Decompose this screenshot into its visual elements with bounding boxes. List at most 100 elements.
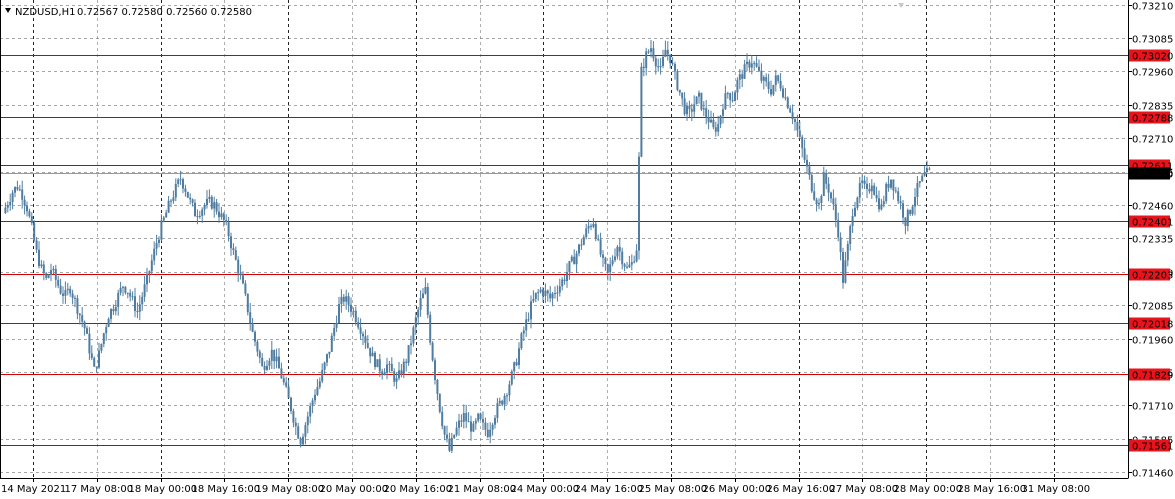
candle-body	[462, 412, 465, 422]
candle-body	[333, 327, 336, 336]
candle-body	[906, 209, 909, 226]
candle-body	[38, 249, 40, 267]
price-tick-label: 0.73210	[1132, 2, 1173, 13]
candle-body	[328, 351, 331, 355]
price-tick-label: 0.72085	[1132, 302, 1173, 313]
candle-body	[314, 394, 316, 401]
candle-body	[604, 257, 607, 265]
candle-body	[251, 323, 254, 332]
candle-body	[717, 124, 720, 132]
candle-body	[194, 202, 196, 217]
candle-body	[340, 296, 343, 305]
candle-body	[899, 201, 902, 204]
candle-body	[734, 92, 736, 102]
candle-body	[861, 180, 864, 184]
candle-body	[688, 105, 691, 110]
candle-body	[635, 250, 638, 262]
candle-body	[544, 290, 547, 297]
candle-body	[683, 98, 686, 115]
candle-body	[14, 187, 16, 193]
candle-body	[484, 422, 487, 430]
candle-body	[616, 246, 619, 257]
candle-body	[738, 74, 741, 80]
level-price-tag	[1129, 215, 1170, 228]
candle-body	[724, 93, 727, 110]
candle-body	[590, 225, 592, 227]
candle-body	[424, 286, 427, 294]
candle-body	[158, 239, 160, 244]
candle-body	[326, 354, 328, 363]
price-axis[interactable]: 0.73210 0.73085 0.72960 0.72835 0.72710 0.725…	[1128, 2, 1173, 480]
candle-body	[726, 93, 729, 95]
candle-body	[227, 222, 230, 237]
candle-body	[455, 427, 458, 435]
candle-body	[578, 244, 580, 254]
candle-body	[489, 429, 492, 437]
candle-body	[359, 327, 362, 334]
candle-body	[244, 283, 247, 294]
candle-body	[818, 202, 820, 205]
time-tick-label: 27 May 08:00	[830, 484, 899, 495]
candle-body	[9, 201, 12, 206]
chart-shift-marker-icon[interactable]	[898, 3, 904, 8]
candle-body	[18, 189, 21, 191]
candle-body	[86, 328, 88, 334]
candle-body	[856, 197, 859, 208]
candle-body	[100, 343, 103, 351]
candle-body	[330, 335, 333, 352]
candle-body	[695, 96, 698, 105]
candle-body	[501, 400, 504, 405]
candle-body	[923, 172, 926, 176]
candle-body	[350, 304, 352, 312]
candle-body	[597, 238, 600, 240]
candle-body	[515, 362, 518, 366]
candle-body	[126, 292, 129, 294]
candle-body	[57, 279, 60, 286]
candle-body	[304, 425, 307, 437]
candle-body	[107, 318, 110, 328]
candle-body	[568, 261, 571, 273]
candle-body	[364, 336, 367, 343]
candle-body	[854, 207, 856, 217]
candle-body	[239, 273, 242, 276]
candle-body	[189, 197, 192, 200]
candle-body	[702, 108, 705, 110]
candle-body	[678, 89, 681, 93]
candle-body	[388, 363, 391, 365]
candle-body	[318, 381, 321, 388]
symbol-menu-arrow-icon[interactable]	[5, 8, 11, 13]
candle-body	[290, 397, 292, 412]
candle-body	[143, 284, 146, 297]
candle-body	[196, 216, 199, 218]
candle-body	[426, 286, 429, 315]
candle-body	[729, 93, 732, 101]
candle-body	[748, 61, 751, 68]
candle-body	[446, 434, 448, 439]
candle-body	[16, 187, 19, 190]
candle-body	[83, 321, 86, 329]
candle-body	[280, 368, 283, 379]
candle-body	[246, 293, 249, 313]
candle-body	[786, 97, 789, 109]
candle-body	[371, 352, 374, 357]
candle-body	[681, 92, 684, 99]
time-tick-label: 20 May 16:00	[384, 484, 453, 495]
candle-body	[918, 181, 921, 184]
candle-body	[74, 297, 76, 299]
price-tick-label: 0.72335	[1132, 235, 1173, 246]
candle-body	[160, 220, 163, 240]
candle-body	[345, 296, 348, 302]
candle-body	[294, 422, 297, 427]
candle-body	[791, 112, 794, 120]
candle-body	[165, 212, 168, 218]
candle-body	[162, 217, 165, 221]
candle-body	[479, 413, 482, 420]
time-tick-label: 28 May 16:00	[958, 484, 1027, 495]
candle-body	[892, 179, 895, 191]
candle-body	[508, 384, 511, 396]
candle-body	[28, 211, 31, 217]
level-price-label: 0.71829	[1132, 371, 1173, 382]
